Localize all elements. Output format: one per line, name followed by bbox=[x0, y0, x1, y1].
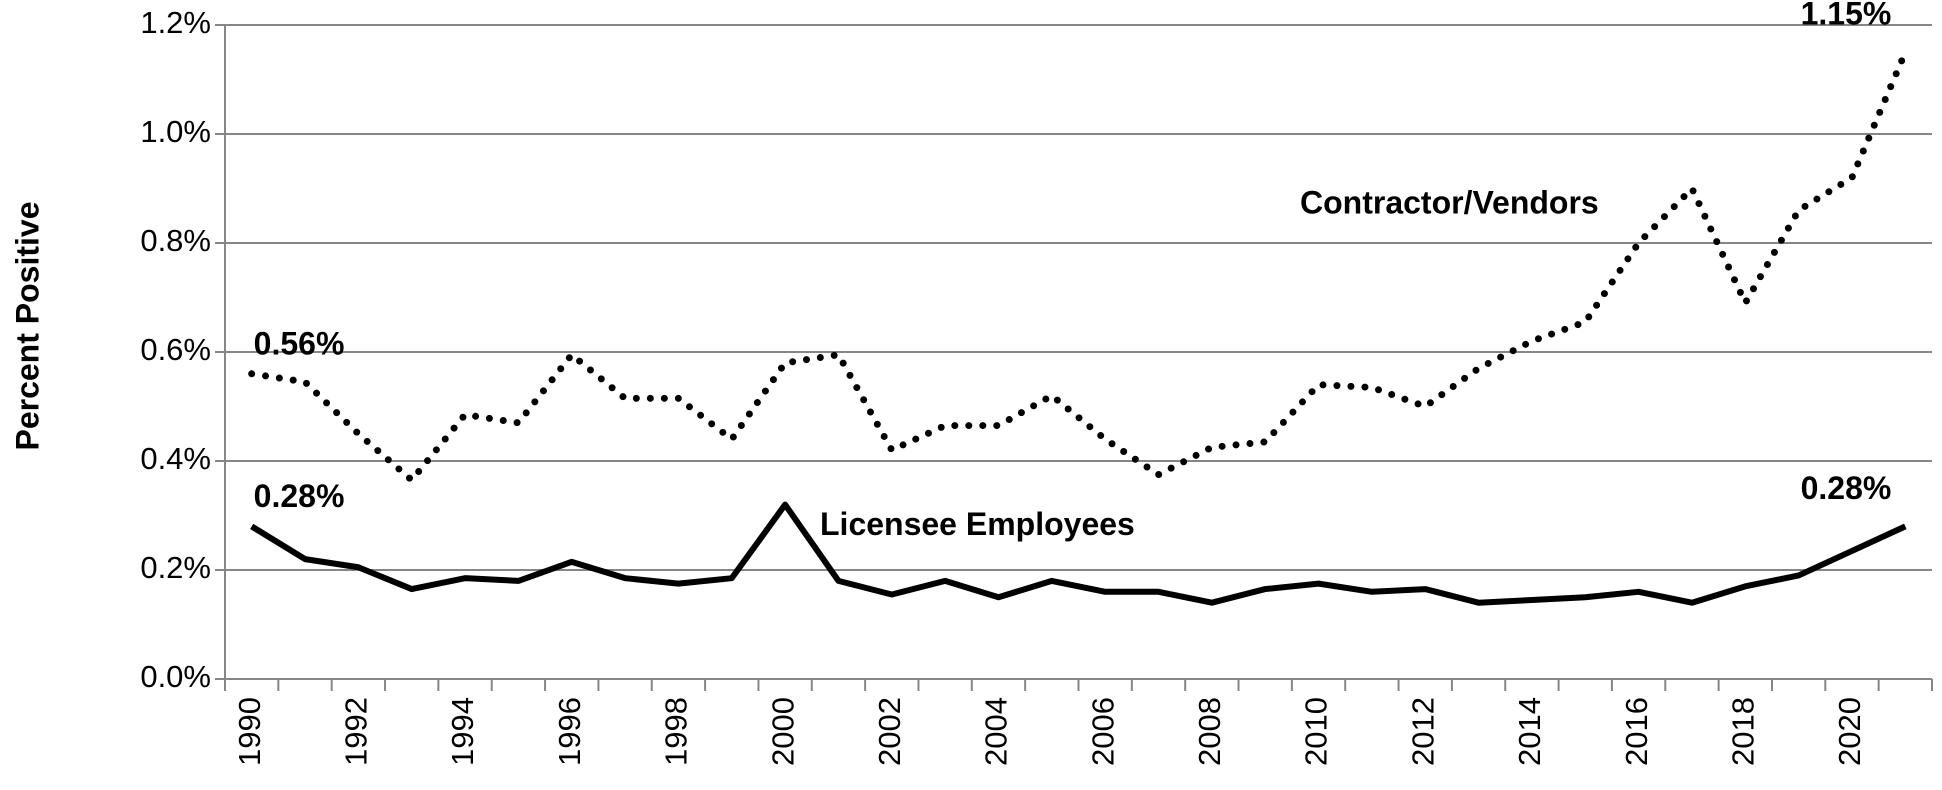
x-tick-label: 1996 bbox=[552, 697, 587, 766]
x-tick-label: 2008 bbox=[1192, 697, 1227, 766]
x-tick-label: 1998 bbox=[659, 697, 694, 766]
x-tick-label: 2020 bbox=[1832, 697, 1867, 766]
y-tick-label: 0.2% bbox=[140, 550, 211, 585]
y-tick-label: 0.4% bbox=[140, 441, 211, 476]
series-name: Contractor/Vendors bbox=[1300, 184, 1599, 220]
y-axis-label: Percent Positive bbox=[9, 202, 45, 451]
data-label: 0.56% bbox=[254, 325, 345, 361]
x-tick-label: 1990 bbox=[232, 697, 267, 766]
x-tick-label: 2010 bbox=[1299, 697, 1334, 766]
data-label: 0.28% bbox=[1801, 470, 1892, 506]
y-tick-label: 0.6% bbox=[140, 332, 211, 367]
x-tick-label: 2014 bbox=[1512, 697, 1547, 766]
x-tick-label: 2006 bbox=[1085, 697, 1120, 766]
x-tick-label: 1992 bbox=[339, 697, 374, 766]
series-name: Licensee Employees bbox=[820, 506, 1135, 542]
x-tick-label: 2018 bbox=[1725, 697, 1760, 766]
y-tick-label: 1.2% bbox=[140, 5, 211, 40]
series-line bbox=[248, 48, 1909, 484]
x-tick-label: 2012 bbox=[1405, 697, 1440, 766]
y-tick-label: 0.8% bbox=[140, 223, 211, 258]
y-tick-label: 1.0% bbox=[140, 114, 211, 149]
x-tick-label: 2004 bbox=[979, 697, 1014, 766]
x-tick-label: 1994 bbox=[445, 697, 480, 766]
x-tick-label: 2000 bbox=[765, 697, 800, 766]
data-label: 0.28% bbox=[254, 478, 345, 514]
x-tick-label: 2016 bbox=[1619, 697, 1654, 766]
x-tick-label: 2002 bbox=[872, 697, 907, 766]
data-label: 1.15% bbox=[1801, 0, 1892, 32]
series-line bbox=[250, 501, 1907, 606]
y-tick-label: 0.0% bbox=[140, 659, 211, 694]
